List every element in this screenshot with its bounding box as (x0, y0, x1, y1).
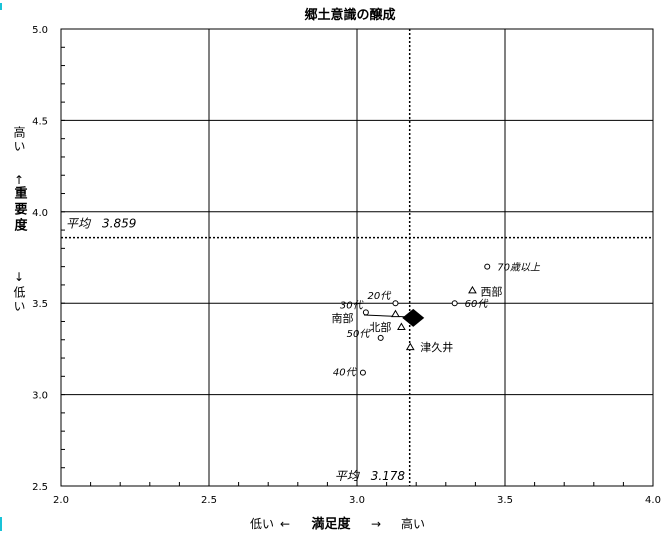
point-circle (359, 369, 366, 376)
y-axis-label: 高い ↑ 重要度 ↓ 低い (12, 125, 28, 314)
x-label-main: 満足度 (311, 516, 351, 532)
connector-line (363, 314, 408, 318)
y-tick-label: 4.0 (32, 208, 48, 219)
y-label-low: 低い (12, 286, 26, 314)
x-label-left-arrow: ← (280, 517, 290, 531)
grid-lines (60, 28, 654, 487)
point-triangle (391, 309, 400, 318)
x-tick-label: 2.0 (53, 495, 69, 506)
overall-diamond (402, 308, 425, 327)
average-label-y: 平均 3.859 (66, 217, 136, 231)
point-label: 北部 (369, 320, 391, 334)
point-circle (451, 300, 458, 307)
point-triangle (405, 342, 415, 351)
x-tick-label: 2.5 (201, 495, 217, 506)
point-circle (392, 300, 399, 307)
point-circle (362, 309, 369, 316)
axis-ticks: 2.0 2.5 3.0 3.5 4.0 2.5 3.0 3.5 4.0 4.5 5.0 (32, 25, 661, 506)
point-label: 40代 (333, 367, 357, 379)
point-label: 60代 (465, 298, 489, 310)
chart-title: 郷土意識の醸成 (304, 7, 395, 23)
point-label: 30代 (340, 299, 364, 311)
point-circle (484, 263, 491, 270)
point-label: 50代 (347, 328, 371, 340)
x-tick-label: 3.5 (497, 495, 513, 506)
x-axis-label: 低い ← 満足度 → 高い (250, 516, 425, 532)
point-label: 西部 (480, 284, 502, 298)
point-circle (377, 334, 384, 341)
left-edge-marker (0, 517, 2, 531)
y-tick-label: 5.0 (32, 25, 48, 36)
point-label: 20代 (367, 290, 391, 302)
y-label-up-arrow: ↑ (14, 173, 24, 187)
point-label: 70歳以上 (497, 262, 541, 274)
y-label-down-arrow: ↓ (14, 270, 24, 284)
y-tick-label: 3.5 (32, 299, 48, 310)
left-edge-marker (0, 3, 2, 10)
point-label: 津久井 (420, 340, 453, 354)
x-label-low: 低い (250, 517, 274, 531)
point-triangle (468, 285, 477, 294)
y-tick-label: 3.0 (32, 391, 48, 402)
y-tick-label: 2.5 (32, 482, 48, 493)
y-label-main: 重要度 (12, 185, 28, 234)
y-label-high: 高い (12, 125, 26, 154)
average-lines: 平均 3.859 平均 3.178 (61, 29, 653, 486)
average-label-x: 平均 3.178 (335, 469, 406, 483)
y-tick-label: 4.5 (32, 116, 48, 127)
point-label: 南部 (331, 311, 353, 325)
x-label-high: 高い (401, 516, 425, 531)
x-label-right-arrow: → (371, 517, 381, 531)
point-triangle (397, 322, 406, 330)
x-tick-label: 3.0 (349, 495, 365, 506)
x-tick-label: 4.0 (645, 495, 661, 506)
